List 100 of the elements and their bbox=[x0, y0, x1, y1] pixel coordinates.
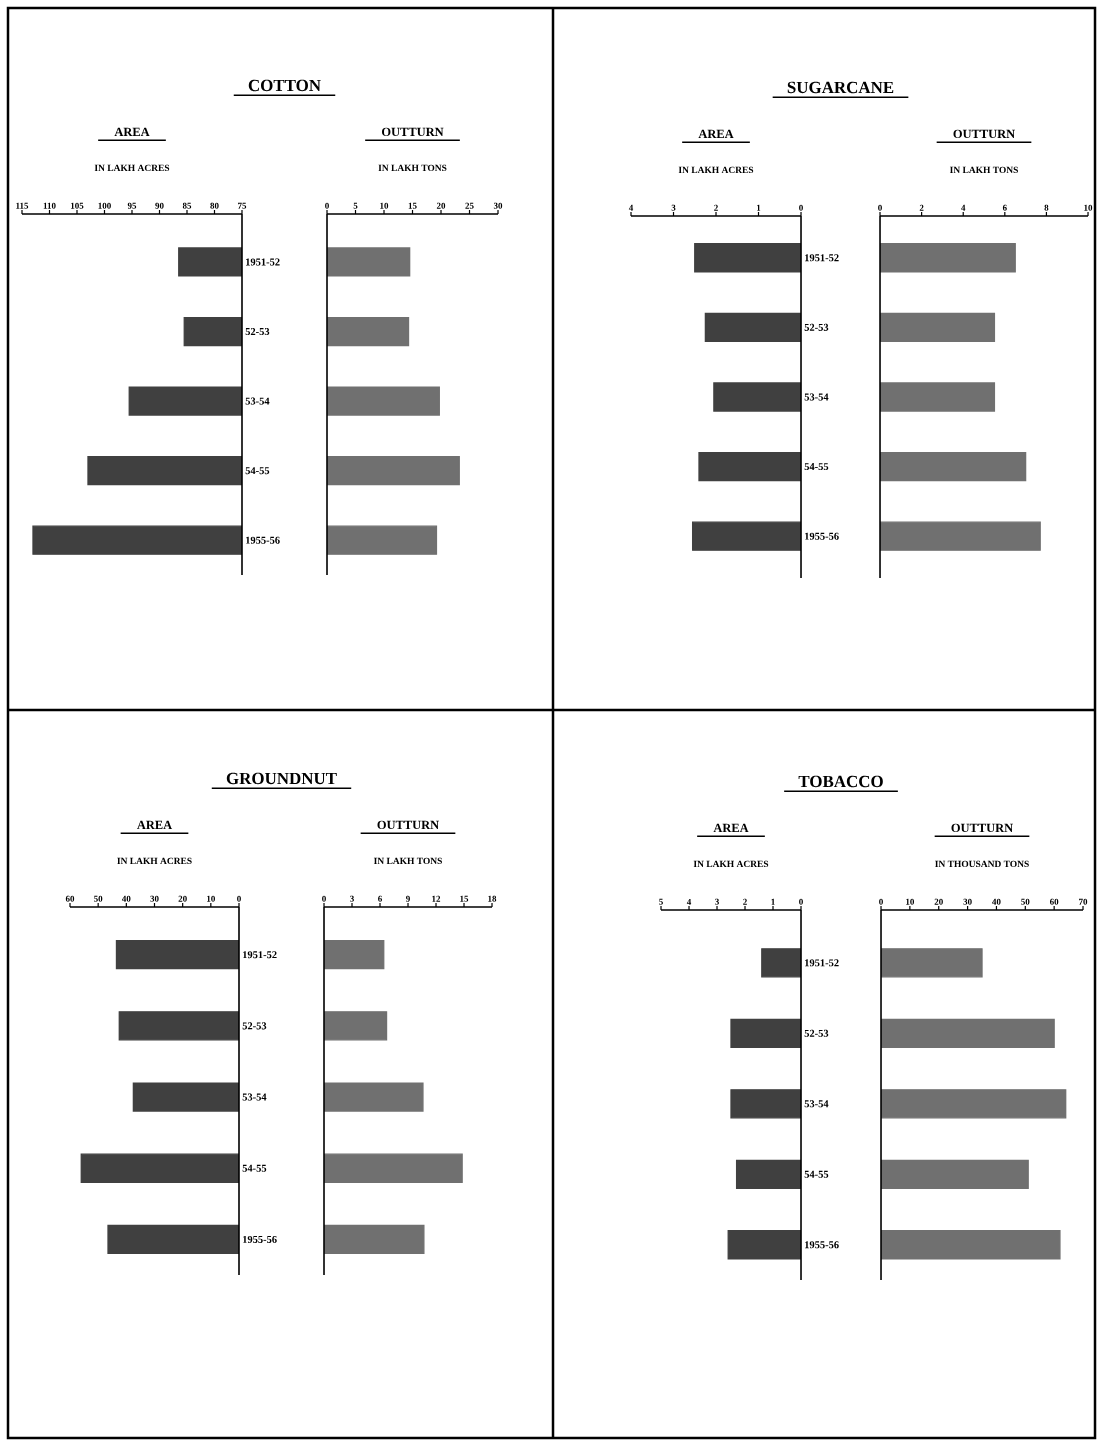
chart-subtitle: OUTTURN bbox=[951, 823, 1013, 833]
x-tick-label: 4 bbox=[628, 204, 634, 211]
x-axis-title: IN LAKH ACRES bbox=[117, 857, 192, 865]
x-tick-label: 3 bbox=[350, 895, 354, 902]
y-tick-label: 52-53 bbox=[242, 1022, 267, 1030]
bar bbox=[327, 247, 411, 277]
bar bbox=[880, 451, 1027, 482]
y-tick-label: 53-54 bbox=[245, 397, 270, 405]
x-tick-label: 30 bbox=[493, 202, 503, 209]
x-tick-label: 60 bbox=[65, 895, 75, 902]
x-tick-label: 0 bbox=[879, 898, 883, 905]
x-tick-label: 0 bbox=[237, 895, 241, 902]
x-tick-label: 4 bbox=[686, 898, 692, 905]
chart-subtitle: OUTTURN bbox=[381, 127, 444, 137]
y-tick-label: 1951-52 bbox=[246, 258, 280, 266]
y-tick-label: 1951-52 bbox=[805, 959, 839, 967]
x-tick-label: 8 bbox=[1044, 204, 1049, 211]
y-tick-label: 52-53 bbox=[804, 323, 829, 331]
x-tick-label: 10 bbox=[380, 202, 389, 209]
x-tick-label: 0 bbox=[799, 898, 803, 905]
y-tick-label: 52-53 bbox=[245, 328, 270, 336]
x-tick-label: 15 bbox=[460, 895, 469, 902]
bar bbox=[327, 316, 410, 347]
x-tick-label: 2 bbox=[919, 204, 924, 211]
x-tick-label: 90 bbox=[155, 202, 164, 209]
x-tick-label: 6 bbox=[1002, 204, 1007, 211]
y-tick-label: 52-53 bbox=[804, 1029, 829, 1037]
text: GROUNDNUT bbox=[226, 772, 337, 785]
x-axis-title: IN LAKH ACRES bbox=[693, 860, 769, 868]
y-tick-label: 1951-52 bbox=[243, 951, 277, 959]
y-tick-label: 53-54 bbox=[242, 1093, 267, 1101]
x-tick-label: 75 bbox=[238, 202, 247, 209]
x-tick-label: 15 bbox=[408, 202, 417, 209]
x-tick-label: 1 bbox=[756, 204, 761, 211]
x-tick-label: 18 bbox=[488, 895, 497, 902]
x-axis-title: IN LAKH TONS bbox=[949, 166, 1018, 174]
x-tick-label: 10 bbox=[906, 898, 915, 905]
chart-subtitle: AREA bbox=[136, 820, 173, 829]
y-tick-label: 1951-52 bbox=[805, 254, 839, 262]
x-axis-title: IN LAKH ACRES bbox=[94, 164, 170, 172]
bar bbox=[880, 243, 1016, 273]
x-tick-label: 6 bbox=[378, 895, 382, 902]
x-tick-label: 10 bbox=[1084, 204, 1093, 211]
x-tick-label: 80 bbox=[210, 202, 219, 209]
x-tick-label: 30 bbox=[150, 895, 159, 902]
x-axis-title: IN LAKH TONS bbox=[373, 857, 442, 865]
y-tick-label: 1955-56 bbox=[805, 1241, 839, 1249]
x-tick-label: 110 bbox=[43, 202, 56, 209]
y-tick-label: 1955-56 bbox=[805, 532, 839, 540]
x-tick-label: 70 bbox=[1079, 898, 1088, 905]
y-tick-label: 54-55 bbox=[245, 467, 270, 475]
bar bbox=[327, 455, 460, 486]
x-tick-label: 60 bbox=[1049, 898, 1059, 905]
bar bbox=[880, 521, 1041, 551]
y-tick-label: 53-54 bbox=[804, 1100, 829, 1108]
chart-subtitle: OUTTURN bbox=[953, 129, 1015, 139]
bar bbox=[880, 382, 996, 412]
y-tick-label: 54-55 bbox=[804, 463, 829, 471]
x-tick-label: 30 bbox=[963, 898, 972, 905]
bar bbox=[327, 525, 438, 555]
x-tick-label: 20 bbox=[178, 895, 187, 902]
chart-subtitle: AREA bbox=[713, 823, 749, 832]
x-tick-label: 20 bbox=[436, 202, 446, 209]
bar bbox=[880, 312, 996, 343]
x-tick-label: 0 bbox=[878, 204, 882, 211]
x-tick-label: 9 bbox=[406, 895, 410, 902]
x-tick-label: 50 bbox=[94, 895, 103, 902]
x-axis-title: IN LAKH TONS bbox=[378, 164, 447, 172]
y-tick-label: 1955-56 bbox=[243, 1235, 277, 1243]
x-tick-label: 40 bbox=[992, 898, 1001, 905]
chart-subtitle: AREA bbox=[698, 129, 734, 138]
bar bbox=[327, 386, 440, 416]
x-tick-label: 50 bbox=[1021, 898, 1030, 905]
x-tick-label: 40 bbox=[121, 895, 131, 902]
x-tick-label: 0 bbox=[325, 202, 329, 209]
text: COTTON bbox=[248, 79, 321, 92]
text: TOBACCO bbox=[798, 775, 883, 788]
x-tick-label: 4 bbox=[961, 204, 966, 211]
x-tick-label: 25 bbox=[465, 202, 474, 209]
chart-subtitle: AREA bbox=[114, 127, 150, 136]
x-tick-label: 0 bbox=[799, 204, 803, 211]
x-axis-title: IN LAKH ACRES bbox=[678, 166, 754, 174]
x-axis-title: IN THOUSAND TONS bbox=[935, 860, 1029, 868]
x-tick-label: 5 bbox=[659, 898, 663, 905]
x-tick-label: 10 bbox=[207, 895, 215, 902]
x-tick-label: 12 bbox=[432, 895, 441, 902]
y-tick-label: 54-55 bbox=[242, 1164, 267, 1172]
x-tick-label: 0 bbox=[322, 895, 326, 902]
x-tick-label: 115 bbox=[16, 202, 29, 209]
chart-subtitle: OUTTURN bbox=[377, 820, 439, 830]
x-tick-label: 3 bbox=[715, 898, 719, 905]
x-tick-label: 2 bbox=[743, 898, 747, 905]
x-tick-label: 85 bbox=[182, 202, 192, 209]
x-tick-label: 95 bbox=[127, 202, 137, 209]
y-tick-label: 54-55 bbox=[804, 1170, 829, 1178]
x-tick-label: 5 bbox=[353, 202, 358, 209]
x-tick-label: 105 bbox=[70, 202, 84, 209]
x-tick-label: 20 bbox=[934, 898, 943, 905]
x-tick-label: 100 bbox=[98, 202, 111, 209]
y-tick-label: 1955-56 bbox=[246, 536, 280, 544]
